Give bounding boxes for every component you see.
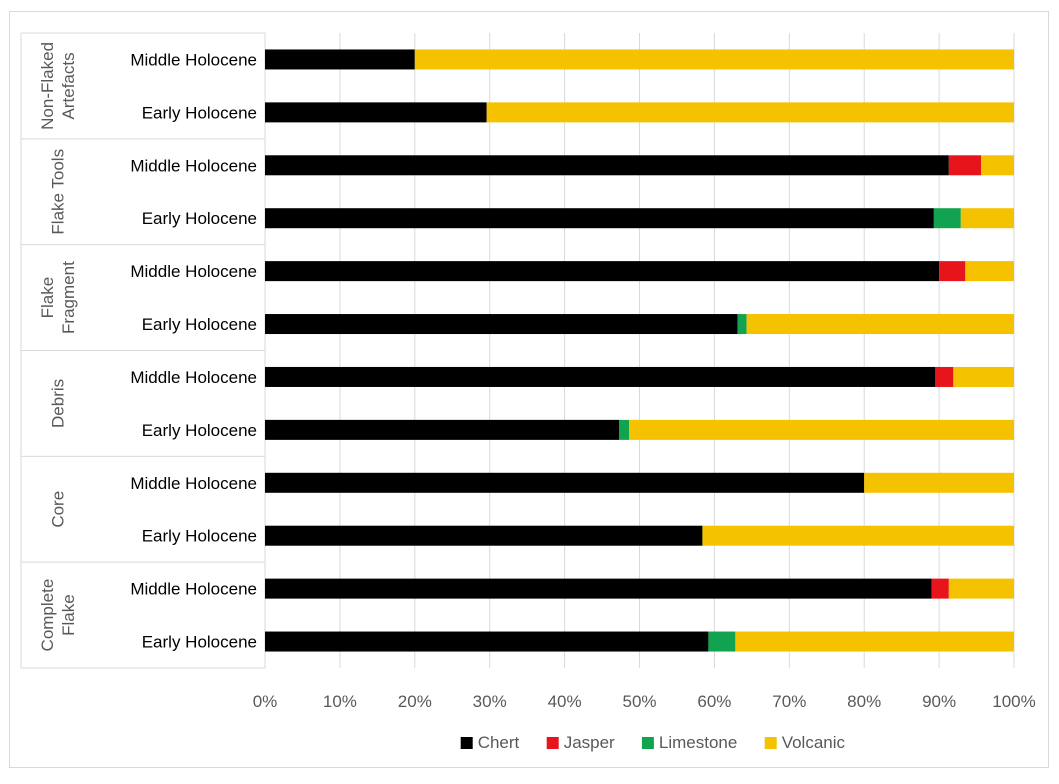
bar-chert [265,208,934,229]
x-tick-label: 10% [323,692,357,711]
x-tick-label: 50% [622,692,656,711]
group-label-line: Non-Flaked [38,42,57,130]
bar-limestone [737,314,747,335]
bar-chert [265,102,487,123]
category-label: Early Holocene [142,421,257,440]
x-tick-label: 60% [697,692,731,711]
bar-jasper [935,366,954,387]
bar-limestone [708,631,736,652]
category-label: Middle Holocene [130,262,257,281]
group-label: Flake Tools [49,149,68,235]
bar-volcanic [702,525,1014,546]
category-label: Early Holocene [142,315,257,334]
legend-swatch-jasper [546,737,559,749]
group-label-line: Flake [38,277,57,319]
bar-volcanic [981,155,1014,176]
x-tick-label: 80% [847,692,881,711]
x-tick-label: 20% [398,692,432,711]
category-label: Early Holocene [142,209,257,228]
group-label-line: Artefacts [59,52,78,119]
x-tick-label: 30% [473,692,507,711]
group-label-line: Core [49,491,68,528]
category-label: Early Holocene [142,633,257,652]
legend-swatch-volcanic [764,737,777,749]
x-tick-label: 0% [253,692,278,711]
bar-jasper [948,155,982,176]
bar-chert [265,578,932,599]
bar-limestone [933,208,961,229]
gridlines [20,32,1015,669]
bar-volcanic [953,366,1014,387]
group-label-line: Debris [49,379,68,428]
x-axis-ticks: 0% 10% 20% 30% 40% 50% 60% 70% 80% 90% 100% [253,692,1036,711]
bar-volcanic [414,49,1014,70]
category-label: Middle Holocene [130,50,257,69]
legend: Chert Jasper Limestone Volcanic [460,733,846,752]
bar-chert [265,525,703,546]
chart-border [9,11,1049,768]
bar-chert [265,419,620,440]
category-label: Early Holocene [142,103,257,122]
group-label-line: Fragment [59,261,78,334]
bar-chert [265,261,940,282]
bar-chert [265,631,709,652]
category-label: Middle Holocene [130,368,257,387]
bar-chert [265,366,936,387]
category-label: Middle Holocene [130,156,257,175]
bar-chert [265,49,415,70]
bar-volcanic [864,472,1014,493]
x-tick-label: 100% [992,692,1035,711]
legend-label: Volcanic [782,733,846,752]
group-label: Flake Fragment [38,261,78,334]
bar-volcanic [960,208,1014,229]
group-label: Complete Flake [38,579,78,652]
group-label-line: Flake [59,594,78,636]
bar-volcanic [965,261,1014,282]
group-label: Non-Flaked Artefacts [38,42,78,130]
category-label: Middle Holocene [130,580,257,599]
group-label-line: Complete [38,579,57,652]
bar-jasper [939,261,966,282]
legend-label: Jasper [564,733,615,752]
bar-volcanic [735,631,1014,652]
x-tick-label: 40% [548,692,582,711]
legend-swatch-chert [460,737,473,749]
category-label: Early Holocene [142,527,257,546]
legend-swatch-limestone [641,737,654,749]
legend-label: Chert [478,733,520,752]
x-tick-label: 90% [922,692,956,711]
bar-limestone [619,419,630,440]
group-label-line: Flake Tools [49,149,68,235]
bar-volcanic [486,102,1015,123]
group-label: Debris [49,379,68,428]
bar-jasper [931,578,949,599]
bar-volcanic [629,419,1014,440]
legend-label: Limestone [659,733,737,752]
bar-chert [265,472,865,493]
bar-volcanic [746,314,1014,335]
group-label: Core [49,491,68,528]
bar-chert [265,155,949,176]
bars [265,49,1015,652]
category-label: Middle Holocene [130,474,257,493]
bar-chert [265,314,738,335]
x-tick-label: 70% [772,692,806,711]
bar-volcanic [948,578,1014,599]
